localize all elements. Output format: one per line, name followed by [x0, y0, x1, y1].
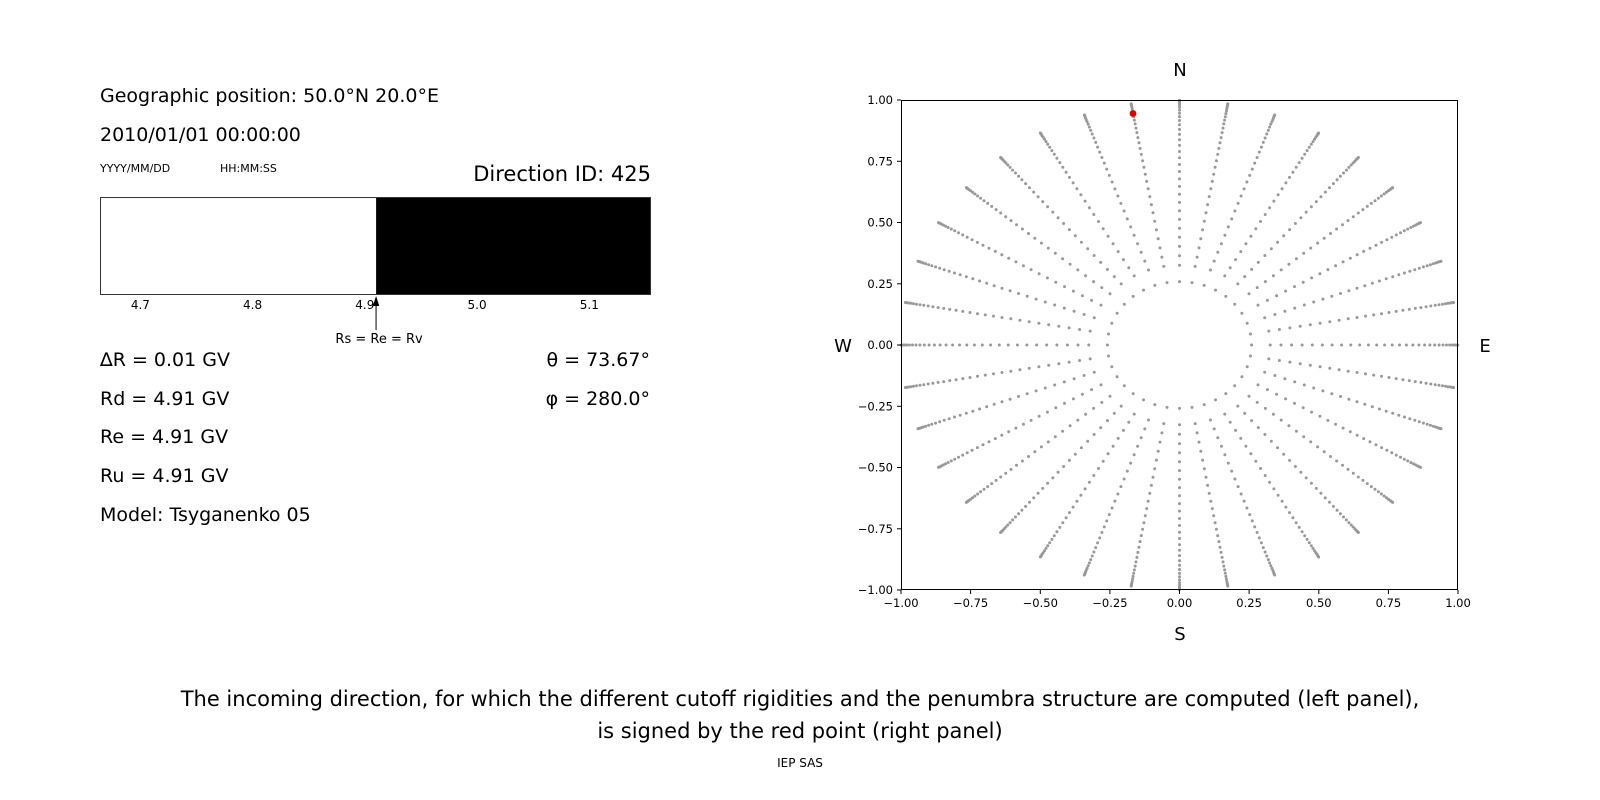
compass-label-north: N — [1173, 60, 1187, 81]
y-tick-label: −1.00 — [858, 583, 893, 597]
x-tick-label: 0.75 — [1376, 596, 1402, 610]
x-tick-label: −0.50 — [1023, 596, 1058, 610]
penumbra-segment — [376, 197, 651, 295]
direction-id-label: Direction ID: 425 — [473, 162, 651, 186]
time-format-hint: HH:MM:SS — [220, 162, 277, 175]
penumbra-tick-label: 5.0 — [468, 298, 487, 312]
y-tick-label: 0.00 — [867, 338, 893, 352]
result-re: Re = 4.91 GV — [100, 426, 229, 448]
x-tick-label: 0.50 — [1306, 596, 1332, 610]
result-model: Model: Tsyganenko 05 — [100, 504, 311, 526]
penumbra-segment — [100, 197, 377, 295]
y-tick-label: 1.00 — [867, 93, 893, 107]
penumbra-tick-label: 4.9 — [355, 298, 374, 312]
x-tick-label: −1.00 — [883, 596, 918, 610]
result-rd: Rd = 4.91 GV — [100, 388, 230, 410]
y-tick-label: −0.25 — [858, 399, 893, 413]
datetime-text: 2010/01/01 00:00:00 — [100, 124, 301, 146]
y-tick-label: −0.50 — [858, 461, 893, 475]
date-format-hint: YYYY/MM/DD — [100, 162, 171, 175]
x-tick-label: 1.00 — [1445, 596, 1471, 610]
y-tick-label: −0.75 — [858, 522, 893, 536]
plot-border — [901, 100, 1458, 590]
x-tick-label: 0.00 — [1167, 596, 1193, 610]
direction-grid-dots — [899, 98, 1460, 592]
compass-label-east: E — [1479, 336, 1491, 357]
penumbra-border — [100, 197, 651, 295]
geo-position-text: Geographic position: 50.0°N 20.0°E — [100, 85, 439, 107]
credit-text: IEP SAS — [777, 756, 823, 770]
compass-label-west: W — [834, 336, 852, 357]
caption-line-1: The incoming direction, for which the di… — [180, 687, 1420, 711]
red-point — [1129, 110, 1137, 117]
direction-plot: −1.00 −0.75 −0.50 −0.25 0.00 0.25 0.50 0.75 1.00… — [858, 93, 1471, 610]
y-tick-label: 0.25 — [867, 277, 893, 291]
angle-theta: θ = 73.67° — [546, 349, 650, 371]
penumbra-chart: 4.7 4.8 4.9 5.0 5.1 Rs = Re = Rv — [100, 197, 651, 347]
penumbra-tick-label: 4.7 — [131, 298, 150, 312]
x-tick-label: −0.75 — [953, 596, 988, 610]
result-delta-r: ∆R = 0.01 GV — [100, 349, 230, 371]
y-tick-label: 0.75 — [867, 154, 893, 168]
cutoff-annotation: Rs = Re = Rv — [335, 332, 423, 347]
x-tick-label: 0.25 — [1236, 596, 1262, 610]
result-ru: Ru = 4.91 GV — [100, 465, 229, 487]
compass-label-south: S — [1174, 624, 1186, 645]
penumbra-tick-label: 4.8 — [243, 298, 262, 312]
caption-line-2: is signed by the red point (right panel) — [597, 719, 1003, 743]
cutoff-arrow-head — [372, 296, 380, 306]
angle-phi: φ = 280.0° — [545, 388, 650, 410]
x-tick-label: −0.25 — [1092, 596, 1127, 610]
penumbra-tick-label: 5.1 — [580, 298, 599, 312]
y-tick-label: 0.50 — [867, 216, 893, 230]
